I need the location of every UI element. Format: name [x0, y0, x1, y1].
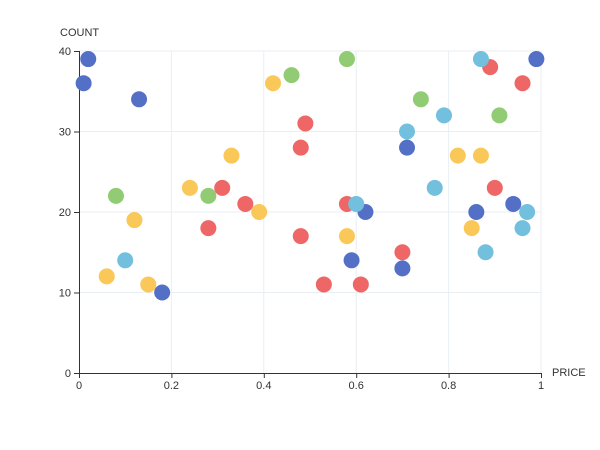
data-point-blue[interactable] — [505, 195, 522, 212]
data-point-red[interactable] — [200, 220, 217, 237]
data-point-yellow[interactable] — [223, 147, 240, 164]
data-point-red[interactable] — [352, 276, 369, 293]
data-point-blue[interactable] — [394, 260, 411, 277]
data-point-cyan[interactable] — [514, 220, 531, 237]
data-point-red[interactable] — [214, 179, 231, 196]
x-tick-label: 0.2 — [164, 380, 179, 392]
data-point-cyan[interactable] — [435, 107, 452, 124]
x-axis-title: PRICE — [552, 367, 586, 379]
data-point-yellow[interactable] — [449, 147, 466, 164]
data-point-red[interactable] — [237, 195, 254, 212]
data-point-green[interactable] — [338, 51, 355, 68]
data-point-red[interactable] — [315, 276, 332, 293]
data-point-green[interactable] — [491, 107, 508, 124]
data-point-blue[interactable] — [399, 139, 416, 156]
y-axis-title: COUNT — [60, 27, 99, 39]
data-point-blue[interactable] — [468, 204, 485, 220]
data-point-green[interactable] — [283, 67, 300, 84]
x-tick-label: 0 — [76, 380, 82, 392]
x-tick-label: 0.6 — [349, 380, 364, 392]
data-point-yellow[interactable] — [251, 204, 268, 220]
data-point-cyan[interactable] — [519, 204, 536, 220]
data-point-cyan[interactable] — [477, 244, 494, 261]
data-point-yellow[interactable] — [140, 276, 157, 293]
data-point-green[interactable] — [412, 91, 429, 108]
data-point-blue[interactable] — [80, 51, 97, 68]
x-tick-label: 1 — [538, 380, 544, 392]
y-tick-label: 40 — [59, 46, 71, 58]
data-point-red[interactable] — [486, 179, 503, 196]
data-point-cyan[interactable] — [472, 51, 489, 68]
data-point-yellow[interactable] — [181, 179, 198, 196]
data-point-blue[interactable] — [343, 252, 360, 269]
data-point-red[interactable] — [292, 228, 309, 245]
tick-labels: 0 10 20 30 40 0 0.2 0.4 0.6 0.8 1 — [59, 46, 544, 392]
data-point-cyan[interactable] — [399, 123, 416, 140]
data-point-yellow[interactable] — [98, 268, 115, 285]
data-point-red[interactable] — [297, 115, 314, 132]
axes — [74, 51, 542, 378]
data-point-yellow[interactable] — [472, 147, 489, 164]
data-point-yellow[interactable] — [338, 228, 355, 245]
data-point-red[interactable] — [514, 75, 531, 92]
data-point-cyan[interactable] — [348, 195, 365, 212]
y-tick-label: 30 — [59, 127, 71, 139]
data-points — [75, 51, 545, 301]
data-point-cyan[interactable] — [426, 179, 443, 196]
data-point-green[interactable] — [200, 187, 217, 204]
data-point-blue[interactable] — [131, 91, 148, 108]
data-point-cyan[interactable] — [117, 252, 134, 269]
x-tick-label: 0.4 — [256, 380, 271, 392]
y-tick-label: 10 — [59, 288, 71, 300]
y-tick-label: 20 — [59, 207, 71, 219]
data-point-yellow[interactable] — [463, 220, 480, 237]
data-point-blue[interactable] — [75, 75, 92, 92]
data-point-yellow[interactable] — [265, 75, 282, 92]
y-tick-label: 0 — [65, 368, 71, 380]
data-point-blue[interactable] — [528, 51, 545, 68]
data-point-yellow[interactable] — [126, 212, 143, 229]
x-tick-label: 0.8 — [441, 380, 456, 392]
data-point-green[interactable] — [107, 187, 124, 204]
data-point-red[interactable] — [394, 244, 411, 261]
data-point-blue[interactable] — [154, 284, 171, 301]
data-point-red[interactable] — [292, 139, 309, 156]
